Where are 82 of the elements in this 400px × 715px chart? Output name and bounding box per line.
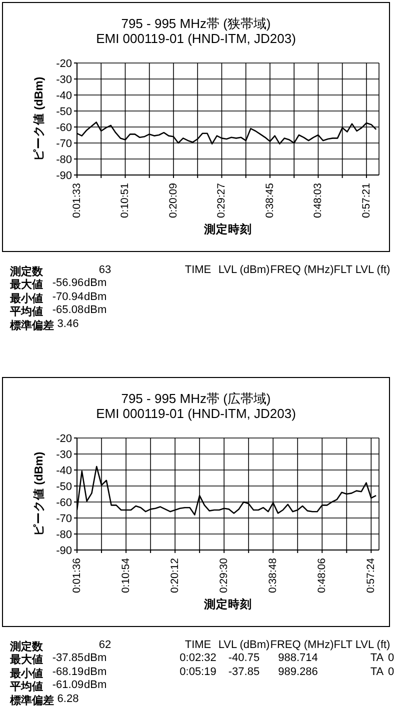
chart-title: 795 - 995 MHz帯 (狭帯域) [121, 16, 271, 31]
text: -70.94 [52, 290, 84, 303]
text: 測定数 [10, 640, 43, 654]
y-tick-label: -70 [56, 512, 72, 525]
x-tick-label: 0:29:27 [216, 182, 228, 218]
x-tick-label: 0:01:36 [71, 558, 83, 594]
y-axis-title: ピーク値 (dBm) [34, 452, 46, 536]
x-tick-label: 0:57:24 [365, 558, 378, 594]
text: FREQ (MHz) [270, 639, 334, 651]
text: TA [370, 652, 384, 664]
y-tick-label: -30 [56, 448, 72, 461]
text: dBm [84, 679, 107, 692]
text: dBm [84, 666, 107, 678]
text: -61.09 [52, 679, 84, 692]
text: 標準偏差 [10, 318, 54, 333]
text: 0:02:32 [180, 652, 216, 664]
y-axis-title: ピーク値 (dBm) [34, 76, 46, 162]
text: 989.286 [278, 666, 318, 678]
text: 0 [388, 652, 394, 664]
text: -65.08 [52, 304, 84, 316]
x-tick-label: 0:38:48 [267, 558, 280, 594]
text: dBm [84, 290, 107, 303]
x-axis-title: 測定時刻 [204, 599, 252, 611]
text: dBm [84, 277, 107, 290]
text: 最大値 [10, 652, 43, 668]
x-tick-label: 0:10:54 [120, 558, 132, 594]
y-tick-label: -30 [56, 74, 72, 86]
x-tick-label: 0:38:45 [264, 182, 276, 218]
y-tick-label: -60 [56, 496, 72, 509]
text: LVL (dBm) [218, 264, 270, 276]
text: 0 [388, 666, 394, 678]
y-tick-label: -60 [56, 122, 72, 134]
y-tick-label: -70 [56, 138, 72, 150]
y-tick-label: -20 [56, 58, 72, 70]
text: -37.85 [228, 666, 260, 678]
text: TIME [184, 639, 212, 651]
text: FLT LVL (ft) [334, 639, 390, 651]
x-tick-label: 0:48:03 [312, 182, 324, 218]
x-tick-label: 0:57:21 [360, 182, 372, 218]
text: FREQ (MHz) [270, 264, 334, 276]
chart-subtitle: EMI 000119-01 (HND-ITM, JD203) [96, 406, 296, 421]
x-tick-label: 0:10:51 [119, 182, 132, 218]
x-tick-label: 0:20:09 [167, 182, 180, 218]
text: FLT LVL (ft) [334, 264, 390, 276]
text: 平均値 [10, 680, 43, 694]
text: -40.75 [228, 652, 260, 664]
text: TIME [184, 264, 212, 276]
y-tick-label: -20 [56, 432, 72, 445]
y-tick-label: -80 [56, 528, 72, 541]
x-tick-label: 0:48:06 [316, 558, 328, 594]
y-tick-label: -80 [56, 154, 72, 166]
text: 3.46 [57, 318, 79, 330]
text: dBm [84, 304, 107, 316]
text: 63 [98, 264, 112, 276]
y-tick-label: -50 [56, 106, 72, 118]
text: 62 [98, 639, 112, 651]
y-tick-label: -40 [56, 90, 72, 102]
text: LVL (dBm) [218, 639, 270, 651]
y-tick-label: -90 [56, 170, 72, 182]
x-tick-label: 0:01:33 [71, 182, 83, 218]
text: TA [370, 666, 384, 678]
text: 0:05:19 [180, 666, 216, 678]
chart-subtitle: EMI 000119-01 (HND-ITM, JD203) [96, 31, 296, 46]
x-tick-label: 0:20:12 [169, 558, 182, 594]
text: 6.28 [57, 692, 79, 705]
text: 平均値 [10, 305, 43, 320]
text: dBm [84, 652, 107, 664]
text: 最大値 [10, 278, 43, 292]
y-tick-label: -50 [56, 480, 72, 493]
text: 988.714 [278, 652, 318, 664]
text: 最小値 [10, 666, 43, 681]
text: 標準偏差 [10, 694, 54, 708]
y-tick-label: -90 [56, 544, 72, 557]
text: 最小値 [10, 292, 43, 306]
text: -68.19 [52, 666, 84, 678]
text: -56.96 [52, 277, 84, 290]
text: 測定数 [10, 264, 43, 278]
y-tick-label: -40 [56, 464, 72, 477]
x-axis-title: 測定時刻 [204, 224, 252, 236]
x-tick-label: 0:29:30 [218, 558, 230, 594]
text: -37.85 [52, 652, 84, 664]
chart-title: 795 - 995 MHz帯 (広帯域) [121, 391, 271, 406]
